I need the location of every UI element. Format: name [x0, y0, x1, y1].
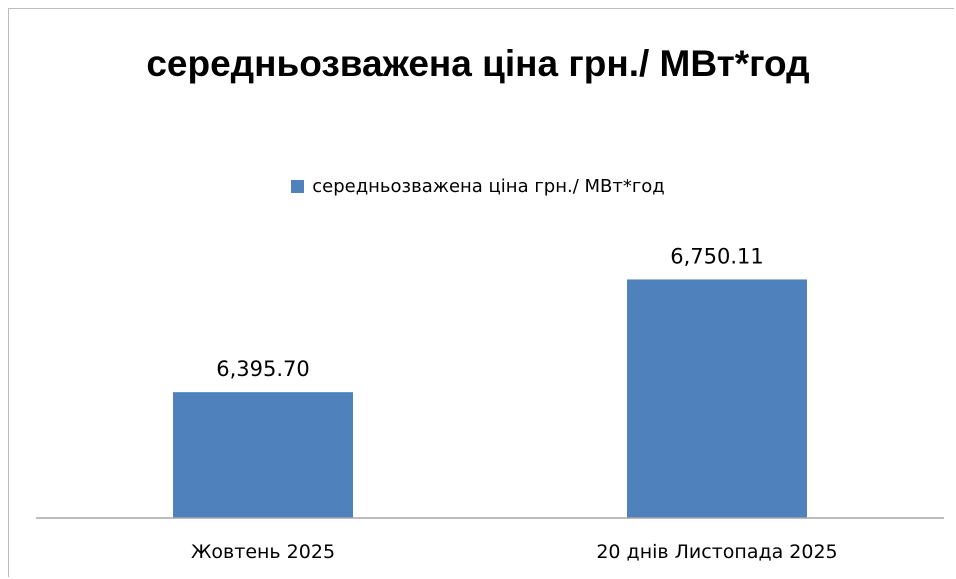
data-label-1: 6,750.11 — [670, 244, 764, 268]
data-label-0: 6,395.70 — [216, 357, 310, 381]
chart-title: середньозважена ціна грн./ МВт*год — [146, 43, 810, 84]
legend: середньозважена ціна грн./ МВт*год — [0, 176, 956, 197]
bar-0 — [173, 392, 353, 518]
category-label-1: 20 днів Листопада 2025 — [596, 541, 837, 563]
category-label-0: Жовтень 2025 — [191, 541, 335, 563]
chart-frame — [8, 8, 954, 577]
legend-label: середньозважена ціна грн./ МВт*год — [312, 176, 665, 197]
legend-swatch — [291, 180, 305, 193]
bar-1 — [627, 279, 807, 518]
